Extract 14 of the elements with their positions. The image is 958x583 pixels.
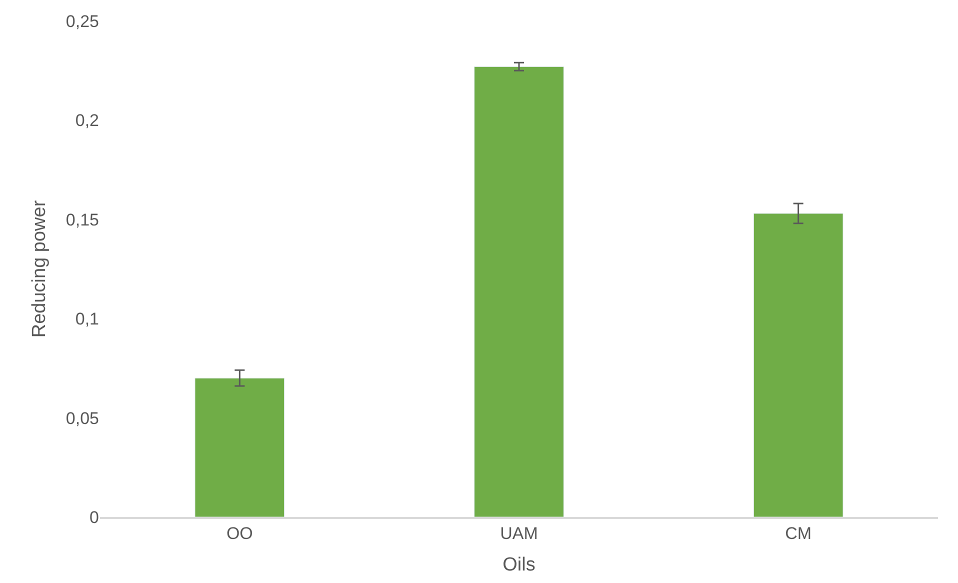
y-tick-label: 0 xyxy=(90,508,99,527)
y-tick-label: 0,05 xyxy=(66,408,99,428)
y-tick-label: 0,2 xyxy=(75,111,99,130)
bar xyxy=(194,378,285,517)
x-axis-title: Oils xyxy=(502,554,536,576)
bar xyxy=(753,213,844,517)
bar xyxy=(474,66,564,517)
y-tick-label: 0,15 xyxy=(66,210,99,230)
x-tick-label: CM xyxy=(785,524,812,544)
y-tick-label: 0,25 xyxy=(66,12,99,31)
y-tick-label: 0,1 xyxy=(75,310,99,329)
x-tick-label: OO xyxy=(226,524,253,544)
y-axis-title: Reducing power xyxy=(28,200,50,338)
x-tick-label: UAM xyxy=(500,524,538,544)
